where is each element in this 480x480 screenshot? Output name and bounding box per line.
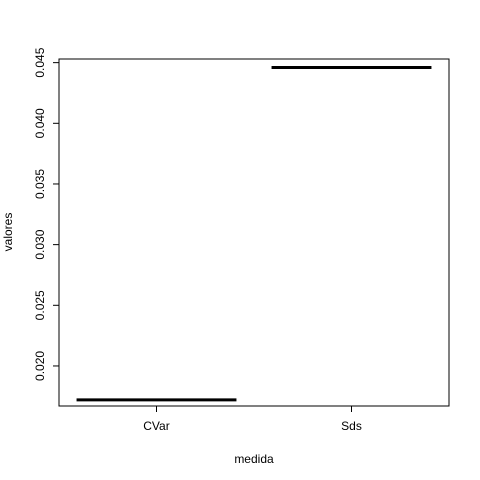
y-tick-label: 0.030	[33, 229, 47, 259]
y-tick-label: 0.045	[33, 47, 47, 77]
y-tick-label: 0.025	[33, 290, 47, 320]
y-axis: 0.020 0.025 0.030 0.035 0.040 0.045	[33, 47, 60, 381]
y-tick-label: 0.040	[33, 108, 47, 138]
x-axis-label: medida	[234, 452, 274, 466]
x-tick-label: CVar	[143, 419, 169, 433]
level-lines	[76, 65, 432, 402]
y-tick-label: 0.035	[33, 169, 47, 199]
x-tick-label: Sds	[341, 419, 362, 433]
y-axis-label: valores	[1, 213, 15, 252]
y-tick-label: 0.020	[33, 351, 47, 381]
x-axis: CVar Sds	[143, 405, 362, 433]
plot-frame	[58, 58, 450, 407]
